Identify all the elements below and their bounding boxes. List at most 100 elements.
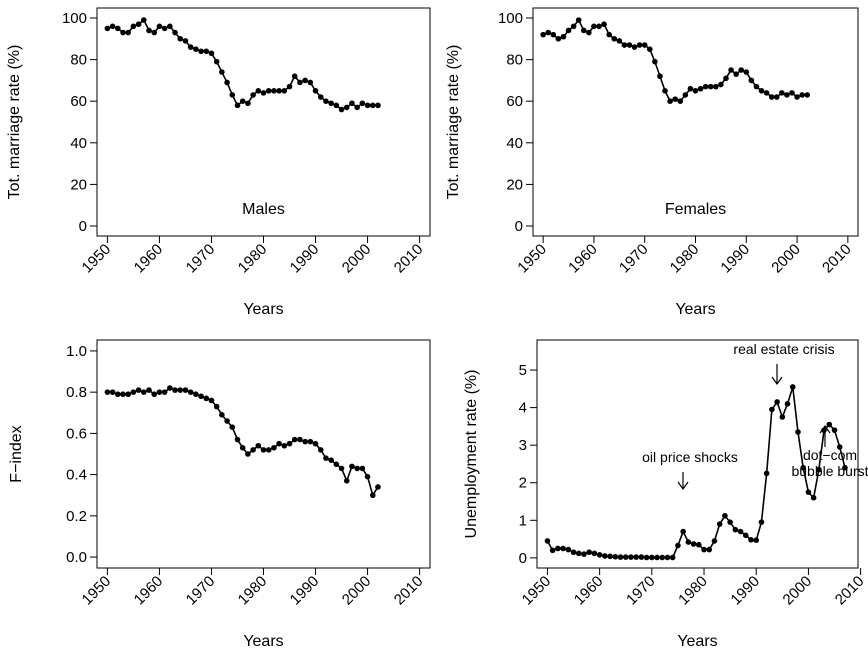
data-point [260,90,267,96]
data-point [333,461,340,468]
data-point [779,414,786,420]
x-axis-label: Years [243,633,283,650]
data-point [696,541,702,548]
data-point [312,87,319,94]
data-point [276,87,282,94]
data-point [260,447,267,453]
y-tick-label: 0.8 [66,384,87,401]
data-point [737,528,744,535]
x-tick-label: 1980 [235,573,271,609]
x-tick-label: 2000 [339,241,375,277]
data-point [338,465,345,472]
data-point [723,75,729,82]
data-point [323,98,329,104]
data-point [544,538,551,544]
data-point [646,46,653,52]
data-point [657,73,663,80]
data-point [250,92,256,98]
data-point [842,464,848,471]
data-point [575,550,582,557]
x-tick-label: 2000 [780,573,816,609]
data-point [193,46,199,52]
x-tick-label: 1960 [131,573,167,609]
data-point [203,395,210,402]
data-point [769,406,775,413]
data-point [109,23,116,30]
data-point [297,79,303,86]
data-point [591,23,597,30]
data-point [151,29,158,36]
data-point [343,477,350,484]
data-point [364,473,371,480]
data-point [763,470,770,477]
data-point [652,58,658,65]
data-point [633,554,639,560]
data-point [636,42,643,48]
data-point [748,77,755,84]
plot-frame [536,339,859,569]
data-point [115,25,121,32]
data-point [317,94,324,100]
data-point [722,512,728,519]
data-point [193,391,199,398]
data-point [631,44,638,50]
x-tick-label: 1980 [675,573,711,609]
data-point [198,393,204,400]
data-point [224,79,230,86]
data-point [354,104,360,111]
annotation: real estate crisis [733,341,834,357]
panel: 0.0 0.2 0.4 0.6 0.8 1.0 1950 1960 1970 1980 1990 20… [8,339,431,650]
panel-label: Females [665,201,726,218]
y-tick-label: 4 [519,400,527,417]
y-tick-label: 80 [506,52,523,69]
data-point [255,87,262,94]
y-tick-label: 80 [70,52,87,69]
x-tick-label: 2010 [391,241,427,277]
data-point [732,526,739,533]
data-point [245,100,251,107]
y-tick-label: 40 [70,135,87,152]
data-point [784,401,791,407]
data-point [130,23,137,30]
data-point [742,532,749,539]
data-point [692,87,699,94]
data-point [167,23,173,30]
x-tick-label: 1980 [667,241,703,277]
annotation: bubble burst [791,463,868,479]
y-axis-label: Tot. marriage rate (%) [445,45,462,200]
data-point [219,69,225,75]
x-tick-label: 1950 [519,573,555,609]
data-point [177,35,184,42]
data-point [643,554,650,561]
y-tick-label: 40 [506,135,523,152]
y-tick-label: 100 [498,10,523,27]
data-point [685,539,692,545]
data-point [323,455,329,461]
data-point [177,387,184,393]
data-point [271,445,277,451]
data-point [369,492,376,499]
data-point [203,48,210,55]
data-point [141,17,147,23]
data-point [130,389,137,395]
data-point [622,554,629,560]
data-point [333,102,340,109]
data-point [805,489,812,495]
data-point [773,94,780,100]
data-point [606,31,612,38]
data-point [565,546,572,553]
x-tick-label: 2000 [768,241,804,277]
data-point [677,98,684,104]
data-point [555,35,562,42]
y-tick-label: 1.0 [66,343,87,360]
x-tick-label: 2010 [391,573,427,609]
data-point [758,519,765,525]
data-point [109,389,116,395]
x-tick-label: 1990 [727,573,763,609]
y-tick-label: 60 [506,93,523,110]
data-point [727,519,733,525]
data-point [738,67,745,73]
data-point [612,553,619,560]
panel: 0 20 40 60 80 100 1950 1960 1970 1980 1990 2000 2010… [6,7,431,318]
